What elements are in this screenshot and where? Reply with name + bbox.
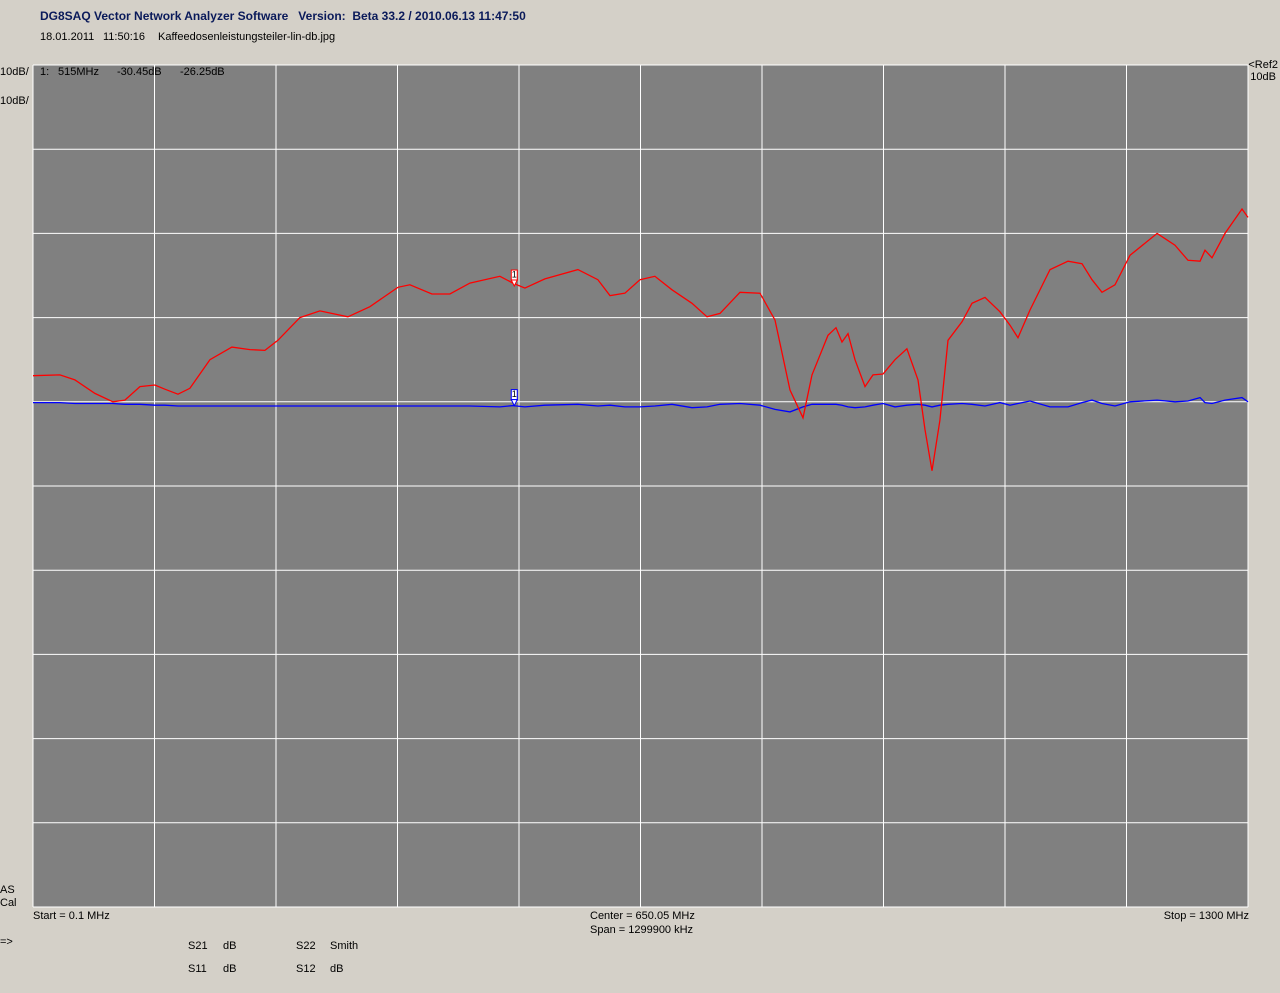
marker [510,399,519,407]
marker-label: 1: [40,66,49,78]
status: AS [0,884,15,896]
stop-label: Stop = 1300 MHz [1164,910,1249,922]
date: 18.01.2011 [40,31,94,43]
center-label: Center = 650.05 MHz [590,910,695,922]
scale-label: 10dB/ [0,95,30,107]
trace [32,207,1249,471]
span-label: Span = 1299900 kHz [590,924,693,936]
status: Cal [0,897,17,909]
time: 11:50:16 [103,31,145,43]
legend-unit: dB [330,963,343,975]
marker-frequency: 515MHz [58,66,99,78]
legend-unit: dB [223,963,236,975]
legend-name: S21 [188,940,208,952]
legend-name: S11 [188,963,207,975]
legend-name: S22 [296,940,316,952]
marker-value: -26.25dB [180,66,225,78]
trace [33,396,1249,413]
legend-unit: Smith [330,940,358,952]
marker-value: -30.45dB [117,66,162,78]
scale-label: 10dB/ [0,66,30,78]
arrow: => [0,936,13,948]
marker-flag-number: 1 [512,389,517,399]
file-name: Kaffeedosenleistungsteiler-lin-db.jpg [158,31,335,43]
title: DG8SAQ Vector Network Analyzer Software … [40,9,526,23]
ref-label: <Ref2 [1248,59,1278,71]
legend-name: S12 [296,963,316,975]
start-label: Start = 0.1 MHz [33,910,110,922]
legend-unit: dB [223,940,236,952]
ref-label: 10dB [1250,71,1276,83]
marker-flag-number: 1 [512,269,517,279]
marker [510,279,519,288]
